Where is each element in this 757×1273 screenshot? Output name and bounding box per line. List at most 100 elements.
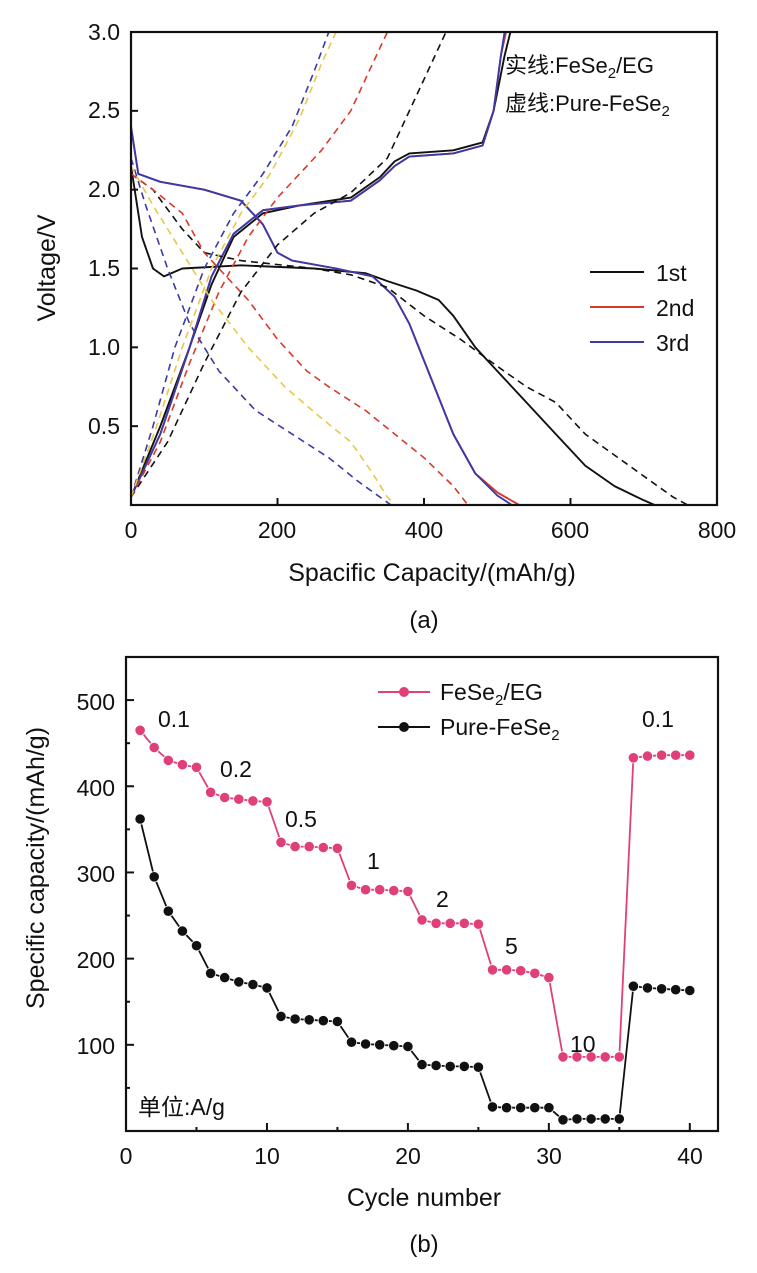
b-rate-label: 5 — [505, 933, 518, 959]
b-point-pure-fese2 — [430, 1059, 442, 1072]
b-rate-label: 0.2 — [220, 756, 252, 782]
b-point-fese2-eg — [359, 884, 372, 896]
b-point-fese2-eg — [317, 841, 329, 854]
b-x-tick-label: 30 — [536, 1143, 562, 1169]
a-dashed-line-note: 虚线:Pure-FeSe2 — [505, 91, 670, 120]
b-y-axis-label: Specific capacity/(mAh/g) — [22, 727, 50, 1009]
b-point-pure-fese2 — [613, 1113, 625, 1125]
b-y-tick-label: 200 — [77, 947, 115, 973]
b-point-fese2-eg — [134, 724, 146, 736]
b-point-fese2-eg — [345, 879, 358, 892]
a-dashed-sub: 2 — [662, 103, 670, 120]
b-point-pure-fese2 — [402, 1040, 414, 1053]
a-curve-dashed — [131, 157, 392, 505]
a-x-tick-label: 0 — [125, 517, 138, 543]
b-point-fese2-eg — [529, 967, 541, 979]
b-legend-label-fese2-eg: FeSe2/EG — [440, 679, 543, 709]
b-point-pure-fese2 — [219, 971, 231, 984]
b-point-fese2-eg — [219, 791, 231, 804]
b-y-tick-label: 300 — [77, 861, 115, 887]
a-legend: 1st 2nd 3rd — [590, 260, 694, 356]
b-x-tick-label: 10 — [254, 1143, 280, 1169]
b-legend-label-pure-fese2: Pure-FeSe2 — [440, 714, 560, 744]
b-legend-fese2-eg-sub: 2 — [495, 692, 503, 709]
a-y-tick-label: 1.5 — [88, 255, 120, 281]
a-x-tick-label: 800 — [698, 517, 736, 543]
b-point-pure-fese2 — [627, 980, 640, 992]
a-solid-suffix: /EG — [616, 53, 654, 78]
b-x-tick-label: 40 — [677, 1143, 703, 1169]
a-dashed-label: Pure-FeSe — [555, 91, 661, 116]
a-curve-solid — [131, 32, 506, 498]
b-point-pure-fese2 — [331, 1015, 343, 1028]
panel-b-series — [134, 724, 696, 1126]
b-point-pure-fese2 — [458, 1060, 470, 1073]
b-legend-fese2-eg-suffix: /EG — [503, 679, 543, 705]
a-y-tick-label: 3.0 — [88, 19, 120, 45]
b-rate-label: 10 — [570, 1031, 596, 1057]
b-point-fese2-eg — [176, 759, 188, 771]
b-legend-pure-fese2-label: Pure-FeSe — [440, 714, 551, 740]
b-x-tick-label: 0 — [120, 1143, 133, 1169]
b-point-fese2-eg — [374, 884, 386, 896]
b-series-line-pure-fese2 — [139, 818, 690, 1121]
b-series-line-fese2-eg — [139, 729, 690, 1058]
a-x-tick-label: 600 — [551, 517, 589, 543]
b-point-pure-fese2 — [233, 976, 245, 988]
b-point-pure-fese2 — [500, 1102, 513, 1114]
a-curve-solid — [131, 165, 656, 505]
b-point-fese2-eg — [585, 1051, 597, 1063]
b-legend: FeSe2/EG Pure-FeSe2 — [378, 679, 560, 744]
b-rate-label: 2 — [436, 886, 449, 912]
b-point-fese2-eg — [599, 1051, 611, 1063]
panel-b-ticks — [125, 699, 691, 1131]
b-point-fese2-eg — [289, 840, 301, 853]
b-point-fese2-eg — [515, 965, 527, 977]
b-point-fese2-eg — [233, 793, 245, 805]
a-solid-line-note: 实线:FeSe2/EG — [505, 53, 654, 82]
a-x-tick-label: 200 — [258, 517, 296, 543]
b-point-pure-fese2 — [303, 1014, 315, 1026]
b-point-pure-fese2 — [275, 1010, 287, 1023]
b-y-tick-label: 500 — [77, 689, 115, 715]
b-point-pure-fese2 — [134, 813, 146, 825]
b-y-tick-label: 100 — [77, 1033, 115, 1059]
a-y-axis-label: Voltage/V — [33, 214, 61, 321]
b-x-axis-label: Cycle number — [347, 1184, 501, 1212]
b-point-fese2-eg — [571, 1051, 583, 1063]
panel-b: 0 10 20 30 40 100 200 300 400 500 Cycle … — [22, 655, 720, 1258]
b-point-pure-fese2 — [486, 1101, 499, 1113]
b-point-pure-fese2 — [261, 982, 273, 994]
b-point-fese2-eg — [331, 842, 343, 854]
b-legend-pure-fese2-sub: 2 — [551, 727, 559, 744]
b-legend-marker-pure-fese2 — [399, 722, 409, 732]
a-curve-dashed — [131, 173, 469, 505]
b-point-fese2-eg — [472, 918, 484, 930]
b-point-pure-fese2 — [599, 1113, 611, 1125]
b-point-pure-fese2 — [641, 982, 654, 994]
a-legend-label: 2nd — [656, 295, 694, 321]
a-curve-dashed — [131, 32, 330, 498]
b-point-fese2-eg — [543, 971, 555, 984]
b-point-fese2-eg — [416, 914, 428, 926]
b-point-pure-fese2 — [515, 1102, 527, 1114]
b-point-pure-fese2 — [289, 1013, 301, 1025]
a-y-tick-label: 1.0 — [88, 334, 120, 360]
b-point-fese2-eg — [388, 884, 400, 897]
a-x-axis-label: Spacific Capacity/(mAh/g) — [288, 559, 576, 587]
b-point-fese2-eg — [303, 840, 315, 853]
b-legend-marker-fese2-eg — [399, 687, 409, 697]
a-curve-dashed — [131, 32, 389, 498]
b-point-pure-fese2 — [444, 1060, 456, 1073]
b-point-fese2-eg — [402, 885, 414, 898]
b-point-pure-fese2 — [148, 871, 160, 883]
b-legend-fese2-eg-label: FeSe — [440, 679, 495, 705]
a-legend-label: 1st — [656, 260, 687, 286]
a-legend-label: 3rd — [656, 330, 689, 356]
b-point-fese2-eg — [655, 749, 668, 761]
b-point-pure-fese2 — [529, 1102, 541, 1114]
panel-a: 0 200 400 600 800 0.5 1.0 1.5 2.0 2.5 3.… — [33, 19, 736, 634]
b-point-pure-fese2 — [388, 1040, 400, 1052]
panel-b-axes-frame — [124, 655, 720, 1133]
